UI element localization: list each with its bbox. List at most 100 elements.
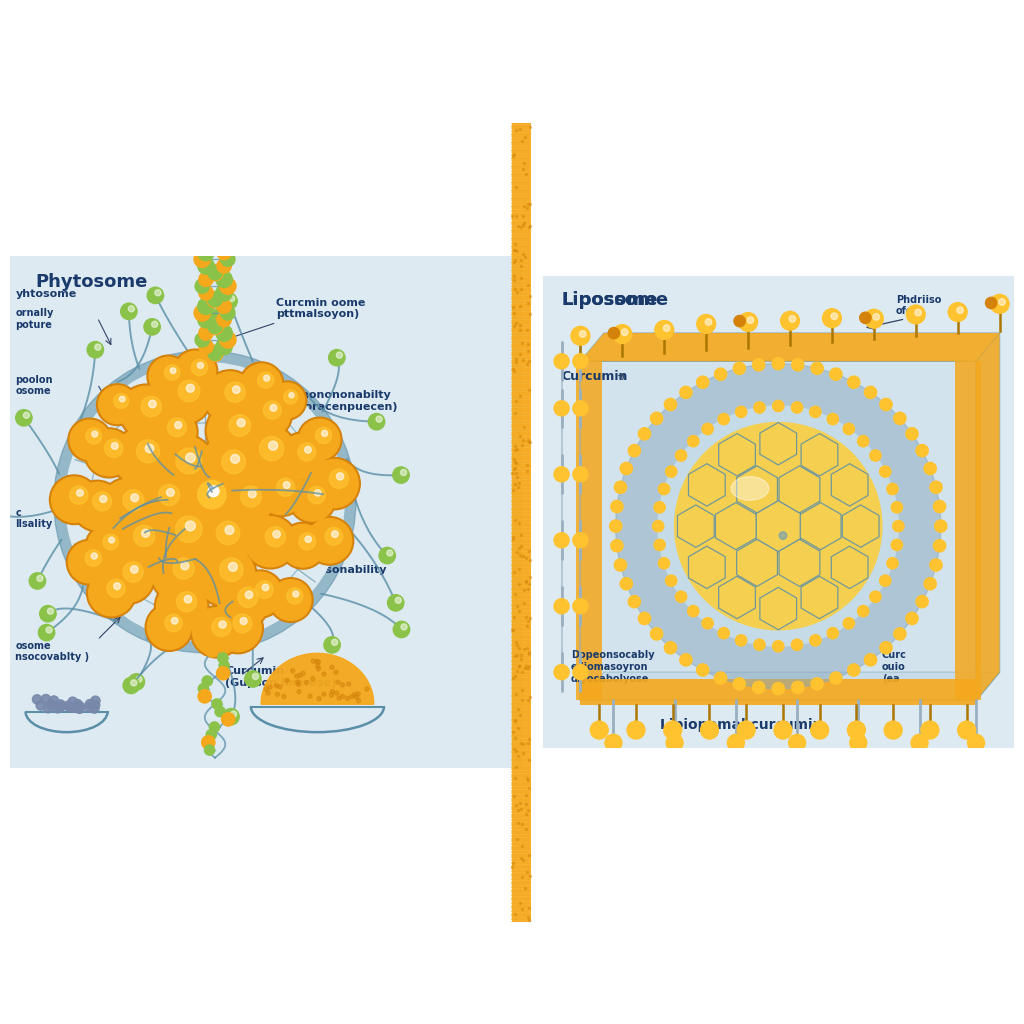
Circle shape	[330, 469, 348, 488]
Circle shape	[157, 582, 207, 632]
Circle shape	[173, 558, 195, 580]
Circle shape	[308, 458, 360, 510]
Circle shape	[215, 707, 225, 717]
Circle shape	[114, 583, 121, 590]
Circle shape	[664, 721, 682, 739]
Circle shape	[301, 672, 305, 676]
Circle shape	[957, 721, 976, 739]
Circle shape	[195, 279, 210, 293]
Circle shape	[259, 436, 284, 461]
Circle shape	[169, 466, 241, 538]
Circle shape	[299, 532, 315, 550]
Circle shape	[753, 681, 765, 693]
Circle shape	[554, 353, 569, 369]
Circle shape	[144, 318, 161, 335]
Circle shape	[284, 481, 290, 488]
Polygon shape	[719, 433, 756, 476]
Circle shape	[792, 681, 804, 693]
Circle shape	[176, 592, 197, 611]
Circle shape	[650, 413, 663, 425]
Circle shape	[130, 565, 138, 573]
Circle shape	[186, 384, 195, 392]
Circle shape	[880, 466, 891, 477]
Circle shape	[848, 721, 865, 739]
Circle shape	[155, 580, 209, 634]
Circle shape	[296, 682, 300, 686]
Circle shape	[610, 501, 623, 513]
Circle shape	[293, 591, 299, 597]
Circle shape	[667, 734, 683, 752]
Circle shape	[331, 689, 335, 693]
Circle shape	[666, 466, 677, 477]
Circle shape	[298, 673, 302, 677]
Circle shape	[51, 477, 97, 522]
Circle shape	[256, 467, 306, 517]
Circle shape	[199, 272, 213, 287]
Circle shape	[299, 419, 340, 460]
Circle shape	[67, 540, 112, 585]
Circle shape	[216, 338, 232, 354]
Circle shape	[175, 351, 216, 392]
Circle shape	[56, 701, 66, 711]
Circle shape	[780, 311, 800, 330]
Circle shape	[123, 489, 144, 511]
Circle shape	[609, 520, 622, 532]
Circle shape	[198, 481, 225, 509]
Circle shape	[246, 517, 296, 567]
Circle shape	[295, 674, 299, 678]
Circle shape	[280, 522, 327, 569]
Circle shape	[151, 435, 215, 500]
Circle shape	[171, 468, 239, 536]
Circle shape	[278, 432, 327, 481]
Circle shape	[880, 575, 891, 587]
Circle shape	[119, 384, 174, 439]
Circle shape	[225, 525, 233, 535]
Circle shape	[850, 734, 866, 752]
Circle shape	[733, 678, 745, 690]
Circle shape	[772, 683, 784, 694]
Circle shape	[141, 396, 162, 417]
Circle shape	[779, 531, 786, 540]
Circle shape	[233, 614, 252, 633]
Circle shape	[387, 595, 403, 611]
Circle shape	[216, 667, 229, 680]
Circle shape	[205, 372, 255, 423]
Circle shape	[199, 326, 213, 340]
Circle shape	[580, 331, 586, 337]
Circle shape	[96, 384, 138, 426]
Circle shape	[772, 357, 784, 370]
Circle shape	[330, 666, 334, 670]
Polygon shape	[261, 653, 374, 705]
Circle shape	[90, 700, 99, 710]
Circle shape	[274, 683, 279, 687]
Polygon shape	[800, 503, 841, 550]
Circle shape	[199, 339, 213, 353]
Circle shape	[772, 400, 784, 412]
Circle shape	[104, 439, 123, 458]
Circle shape	[165, 365, 180, 380]
Circle shape	[152, 548, 205, 600]
Circle shape	[774, 721, 792, 739]
Bar	[512, 123, 530, 922]
Circle shape	[195, 333, 210, 347]
Circle shape	[193, 510, 252, 568]
Circle shape	[930, 559, 942, 571]
Circle shape	[145, 603, 194, 651]
Polygon shape	[736, 540, 777, 587]
Circle shape	[168, 465, 242, 539]
Circle shape	[848, 664, 860, 676]
Circle shape	[772, 641, 784, 652]
Polygon shape	[688, 464, 725, 506]
Circle shape	[147, 355, 189, 397]
Circle shape	[608, 328, 620, 339]
Circle shape	[171, 617, 178, 624]
Circle shape	[85, 699, 94, 709]
Circle shape	[41, 694, 50, 703]
Circle shape	[49, 475, 99, 524]
Text: Phdriiso
ofe: Phdriiso ofe	[896, 295, 941, 316]
Circle shape	[330, 693, 334, 697]
Circle shape	[285, 679, 289, 683]
Circle shape	[810, 635, 821, 646]
Circle shape	[906, 428, 919, 440]
Circle shape	[700, 721, 719, 739]
